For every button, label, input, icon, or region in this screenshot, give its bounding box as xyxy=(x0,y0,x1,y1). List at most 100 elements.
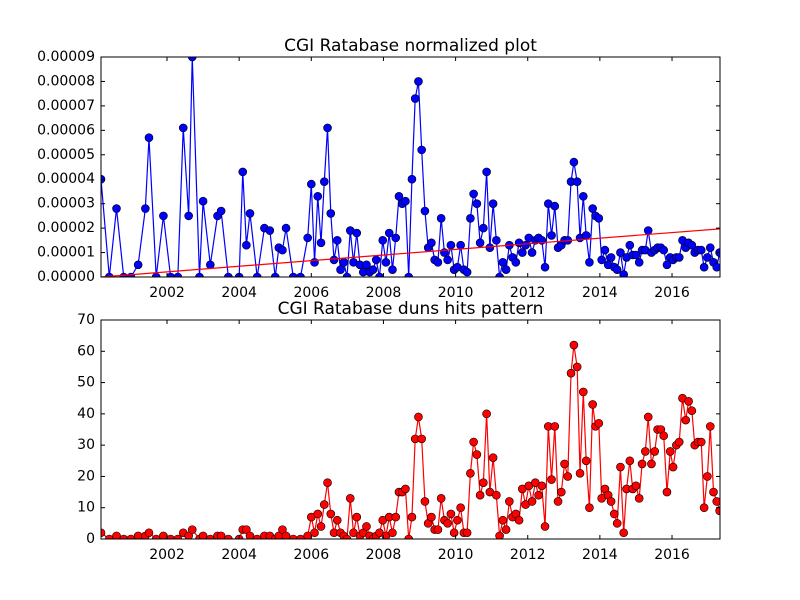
point xyxy=(566,368,576,378)
point xyxy=(674,253,684,262)
point xyxy=(556,487,566,497)
point xyxy=(216,531,226,539)
point xyxy=(198,531,208,539)
point xyxy=(594,214,604,223)
point xyxy=(547,475,556,484)
y-tick-label: 0.00000 xyxy=(37,269,95,285)
point xyxy=(625,240,635,250)
point xyxy=(166,272,175,277)
x-tick-label: 2008 xyxy=(366,547,402,563)
point xyxy=(578,192,588,201)
point xyxy=(252,272,262,277)
point xyxy=(206,534,215,539)
point xyxy=(659,431,669,441)
point xyxy=(144,133,154,142)
point xyxy=(270,272,280,277)
point xyxy=(475,238,485,248)
x-tick-label: 2012 xyxy=(510,285,546,301)
point xyxy=(449,528,459,538)
point xyxy=(456,240,465,250)
point xyxy=(433,258,443,267)
point xyxy=(518,248,527,257)
point xyxy=(446,240,456,250)
point xyxy=(119,534,129,539)
point xyxy=(101,528,106,538)
point xyxy=(443,255,452,265)
point xyxy=(637,459,647,469)
y-tick-label: 0 xyxy=(86,531,95,547)
point xyxy=(703,253,712,262)
point xyxy=(662,260,672,270)
point xyxy=(245,209,255,218)
point xyxy=(391,233,401,243)
point xyxy=(238,167,248,177)
point xyxy=(144,528,154,538)
y-tick-label: 0.00004 xyxy=(37,171,95,187)
point xyxy=(631,481,641,491)
point xyxy=(336,265,345,274)
point xyxy=(265,226,275,235)
point xyxy=(616,462,625,472)
y-tick-label: 40 xyxy=(77,406,95,422)
point xyxy=(537,481,547,491)
y-tick-label: 0.00003 xyxy=(37,196,95,212)
point xyxy=(178,123,188,133)
point xyxy=(216,206,226,216)
point xyxy=(643,412,653,422)
point xyxy=(388,528,397,538)
point xyxy=(329,255,339,265)
point xyxy=(281,223,291,233)
point xyxy=(550,422,560,431)
point xyxy=(443,519,452,528)
point xyxy=(616,248,625,257)
point xyxy=(401,196,410,206)
point xyxy=(151,534,161,539)
point xyxy=(456,503,465,513)
point xyxy=(501,265,511,274)
point xyxy=(384,228,394,238)
point xyxy=(553,497,563,506)
point xyxy=(141,204,150,213)
x-tick-label: 2010 xyxy=(438,547,474,563)
y-tick-label: 0.00009 xyxy=(37,49,95,65)
point xyxy=(659,245,669,255)
point xyxy=(634,494,644,503)
point xyxy=(173,272,183,277)
point xyxy=(569,157,579,167)
point xyxy=(712,497,720,506)
point xyxy=(446,509,456,519)
point xyxy=(362,522,371,531)
point xyxy=(407,174,417,184)
point xyxy=(352,228,362,238)
point xyxy=(597,255,606,265)
series-line xyxy=(101,344,720,539)
point xyxy=(378,236,388,245)
point xyxy=(362,260,371,270)
point xyxy=(310,258,319,267)
y-tick-label: 30 xyxy=(77,437,95,453)
point xyxy=(166,534,175,539)
x-tick-label: 2002 xyxy=(149,285,185,301)
point xyxy=(401,484,410,494)
point xyxy=(242,240,251,250)
point xyxy=(641,447,650,456)
point xyxy=(588,204,597,213)
point xyxy=(433,525,443,534)
point xyxy=(427,238,436,248)
point xyxy=(687,406,697,416)
plot-area xyxy=(101,340,720,539)
x-tick-label: 2016 xyxy=(654,547,690,563)
point xyxy=(462,267,472,277)
point xyxy=(585,258,594,267)
point xyxy=(342,272,352,277)
point xyxy=(339,258,349,267)
point xyxy=(323,123,332,133)
point xyxy=(482,409,491,419)
point xyxy=(521,240,530,250)
axes-frame xyxy=(100,56,721,278)
point xyxy=(578,387,588,397)
point xyxy=(195,272,204,277)
x-tick-label: 2012 xyxy=(510,547,546,563)
point xyxy=(319,177,329,186)
